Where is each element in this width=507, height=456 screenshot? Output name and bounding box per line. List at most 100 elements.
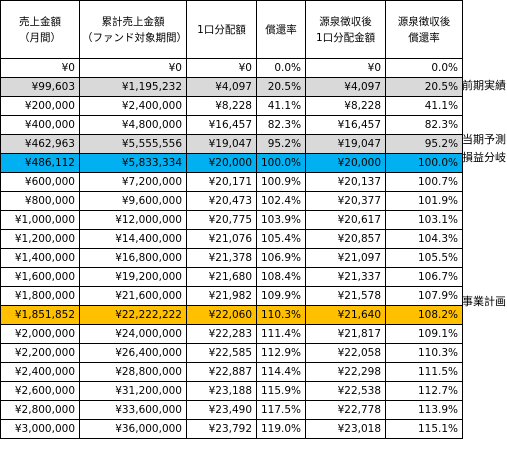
table-row: ¥600,000 ¥7,200,000 ¥20,171 100.9% ¥20,137 10… — [0, 172, 464, 192]
table-row: ¥2,600,000 ¥31,200,000 ¥23,188 115.9% ¥22,53… — [0, 381, 464, 401]
cell-cumulative-sales: ¥5,555,556 — [79, 134, 187, 154]
cell-redemption-rate: 20.5% — [255, 77, 307, 97]
table-row: ¥486,112 ¥5,833,334 ¥20,000 100.0% ¥20,000 10… — [0, 153, 464, 173]
cell-sales-monthly: ¥1,800,000 — [0, 286, 80, 306]
header-after-tax-distribution: 源泉徴収後 1口分配金額 — [305, 0, 387, 59]
cell-distribution-per-unit: ¥21,076 — [186, 229, 257, 249]
cell-after-tax-distribution: ¥22,538 — [305, 381, 387, 401]
cell-distribution-per-unit: ¥22,060 — [186, 305, 257, 325]
cell-redemption-rate: 103.9% — [255, 210, 307, 230]
cell-sales-monthly: ¥2,400,000 — [0, 362, 80, 382]
cell-after-tax-distribution: ¥21,817 — [305, 324, 387, 344]
cell-sales-monthly: ¥462,963 — [0, 134, 80, 154]
cell-after-tax-distribution: ¥22,058 — [305, 343, 387, 363]
row-note: 前期実績 — [462, 79, 506, 92]
cell-redemption-rate: 95.2% — [255, 134, 307, 154]
cell-after-tax-distribution: ¥0 — [305, 58, 387, 78]
cell-after-tax-redemption-rate: 105.5% — [385, 248, 464, 268]
cell-distribution-per-unit: ¥23,792 — [186, 419, 257, 439]
cell-after-tax-distribution: ¥20,857 — [305, 229, 387, 249]
cell-distribution-per-unit: ¥19,047 — [186, 134, 257, 154]
cell-after-tax-distribution: ¥4,097 — [305, 77, 387, 97]
cell-after-tax-redemption-rate: 112.7% — [385, 381, 464, 401]
cell-distribution-per-unit: ¥16,457 — [186, 115, 257, 135]
cell-redemption-rate: 82.3% — [255, 115, 307, 135]
cell-after-tax-distribution: ¥21,097 — [305, 248, 387, 268]
cell-redemption-rate: 110.3% — [255, 305, 307, 325]
cell-cumulative-sales: ¥19,200,000 — [79, 267, 187, 287]
cell-cumulative-sales: ¥1,195,232 — [79, 77, 187, 97]
cell-redemption-rate: 111.4% — [255, 324, 307, 344]
simulation-table: 売上金額 （月間） 累計売上金額 （ファンド対象期間） 1口分配額 償還率 源泉徴収後 … — [0, 0, 464, 439]
table-row: ¥1,800,000 ¥21,600,000 ¥21,982 109.9% ¥21,57… — [0, 286, 464, 306]
cell-after-tax-redemption-rate: 115.1% — [385, 419, 464, 439]
table-body: ¥0 ¥0 ¥0 0.0% ¥0 0.0% ¥99,603 ¥1,195,232 ¥4,097 2… — [0, 58, 464, 439]
cell-distribution-per-unit: ¥23,490 — [186, 400, 257, 420]
cell-cumulative-sales: ¥24,000,000 — [79, 324, 187, 344]
cell-sales-monthly: ¥2,000,000 — [0, 324, 80, 344]
cell-after-tax-redemption-rate: 100.7% — [385, 172, 464, 192]
cell-distribution-per-unit: ¥22,585 — [186, 343, 257, 363]
cell-sales-monthly: ¥1,600,000 — [0, 267, 80, 287]
header-sales-monthly: 売上金額 （月間） — [0, 0, 80, 59]
cell-cumulative-sales: ¥0 — [79, 58, 187, 78]
cell-after-tax-redemption-rate: 111.5% — [385, 362, 464, 382]
cell-cumulative-sales: ¥21,600,000 — [79, 286, 187, 306]
cell-redemption-rate: 112.9% — [255, 343, 307, 363]
row-note: 当期予測 — [462, 133, 506, 146]
table-row: ¥400,000 ¥4,800,000 ¥16,457 82.3% ¥16,457 82.… — [0, 115, 464, 135]
cell-cumulative-sales: ¥14,400,000 — [79, 229, 187, 249]
cell-sales-monthly: ¥800,000 — [0, 191, 80, 211]
cell-after-tax-redemption-rate: 103.1% — [385, 210, 464, 230]
cell-after-tax-redemption-rate: 110.3% — [385, 343, 464, 363]
header-after-tax-redemption-rate: 源泉徴収後 償還率 — [385, 0, 464, 59]
cell-after-tax-distribution: ¥20,617 — [305, 210, 387, 230]
header-distribution-per-unit: 1口分配額 — [186, 0, 257, 59]
header-row: 売上金額 （月間） 累計売上金額 （ファンド対象期間） 1口分配額 償還率 源泉徴収後 … — [0, 0, 464, 59]
cell-after-tax-redemption-rate: 106.7% — [385, 267, 464, 287]
cell-redemption-rate: 117.5% — [255, 400, 307, 420]
cell-sales-monthly: ¥1,000,000 — [0, 210, 80, 230]
table-row: ¥0 ¥0 ¥0 0.0% ¥0 0.0% — [0, 58, 464, 78]
cell-redemption-rate: 41.1% — [255, 96, 307, 116]
cell-after-tax-distribution: ¥21,337 — [305, 267, 387, 287]
cell-after-tax-distribution: ¥19,047 — [305, 134, 387, 154]
table-row: ¥99,603 ¥1,195,232 ¥4,097 20.5% ¥4,097 20.5% — [0, 77, 464, 97]
cell-sales-monthly: ¥3,000,000 — [0, 419, 80, 439]
table-row: ¥2,800,000 ¥33,600,000 ¥23,490 117.5% ¥22,77… — [0, 400, 464, 420]
cell-after-tax-redemption-rate: 107.9% — [385, 286, 464, 306]
cell-distribution-per-unit: ¥22,887 — [186, 362, 257, 382]
cell-sales-monthly: ¥1,200,000 — [0, 229, 80, 249]
cell-after-tax-distribution: ¥20,377 — [305, 191, 387, 211]
cell-after-tax-distribution: ¥22,778 — [305, 400, 387, 420]
cell-sales-monthly: ¥600,000 — [0, 172, 80, 192]
cell-cumulative-sales: ¥16,800,000 — [79, 248, 187, 268]
table-row: ¥462,963 ¥5,555,556 ¥19,047 95.2% ¥19,047 95.… — [0, 134, 464, 154]
cell-after-tax-distribution: ¥16,457 — [305, 115, 387, 135]
cell-redemption-rate: 0.0% — [255, 58, 307, 78]
cell-after-tax-distribution: ¥23,018 — [305, 419, 387, 439]
cell-cumulative-sales: ¥7,200,000 — [79, 172, 187, 192]
cell-after-tax-distribution: ¥20,137 — [305, 172, 387, 192]
cell-after-tax-redemption-rate: 20.5% — [385, 77, 464, 97]
cell-after-tax-distribution: ¥22,298 — [305, 362, 387, 382]
cell-distribution-per-unit: ¥20,000 — [186, 153, 257, 173]
cell-sales-monthly: ¥1,400,000 — [0, 248, 80, 268]
cell-distribution-per-unit: ¥21,680 — [186, 267, 257, 287]
cell-after-tax-redemption-rate: 113.9% — [385, 400, 464, 420]
cell-after-tax-redemption-rate: 82.3% — [385, 115, 464, 135]
cell-after-tax-redemption-rate: 101.9% — [385, 191, 464, 211]
table-row: ¥2,000,000 ¥24,000,000 ¥22,283 111.4% ¥21,81… — [0, 324, 464, 344]
cell-after-tax-redemption-rate: 41.1% — [385, 96, 464, 116]
table-row: ¥200,000 ¥2,400,000 ¥8,228 41.1% ¥8,228 41.1% — [0, 96, 464, 116]
table-row: ¥800,000 ¥9,600,000 ¥20,473 102.4% ¥20,377 10… — [0, 191, 464, 211]
cell-sales-monthly: ¥486,112 — [0, 153, 80, 173]
cell-after-tax-distribution: ¥21,640 — [305, 305, 387, 325]
row-note: 損益分岐 — [462, 151, 506, 164]
cell-distribution-per-unit: ¥21,378 — [186, 248, 257, 268]
cell-redemption-rate: 100.0% — [255, 153, 307, 173]
table-row: ¥1,400,000 ¥16,800,000 ¥21,378 106.9% ¥21,09… — [0, 248, 464, 268]
table-row: ¥3,000,000 ¥36,000,000 ¥23,792 119.0% ¥23,01… — [0, 419, 464, 439]
cell-sales-monthly: ¥99,603 — [0, 77, 80, 97]
table-row: ¥1,851,852 ¥22,222,222 ¥22,060 110.3% ¥21,64… — [0, 305, 464, 325]
